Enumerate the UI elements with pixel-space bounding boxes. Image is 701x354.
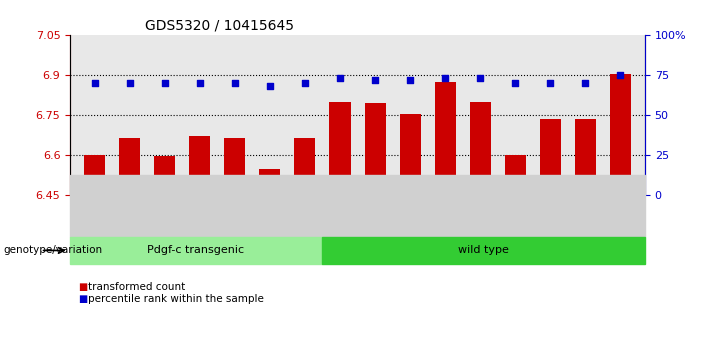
Text: wild type: wild type — [458, 245, 509, 256]
Bar — [470, 102, 491, 195]
Bar — [189, 136, 210, 195]
Bar — [259, 169, 280, 195]
Bar — [329, 102, 350, 195]
Bar — [435, 82, 456, 195]
Text: transformed count: transformed count — [88, 282, 185, 292]
Point — [299, 80, 311, 86]
Point — [334, 75, 346, 81]
Point — [580, 80, 591, 86]
Point — [369, 77, 381, 83]
Text: genotype/variation: genotype/variation — [4, 245, 102, 256]
Bar — [84, 155, 105, 195]
Point — [440, 75, 451, 81]
Point — [510, 80, 521, 86]
Bar — [610, 74, 631, 195]
Text: percentile rank within the sample: percentile rank within the sample — [88, 294, 264, 304]
Bar — [400, 114, 421, 195]
Point — [89, 80, 100, 86]
Point — [159, 80, 170, 86]
Point — [404, 77, 416, 83]
Bar — [294, 138, 315, 195]
Text: ■: ■ — [79, 282, 88, 292]
Text: Pdgf-c transgenic: Pdgf-c transgenic — [147, 245, 245, 256]
Point — [545, 80, 556, 86]
Bar — [575, 119, 596, 195]
Bar — [224, 138, 245, 195]
Bar — [505, 155, 526, 195]
Text: ■: ■ — [79, 294, 88, 304]
Point — [264, 84, 275, 89]
Point — [194, 80, 205, 86]
Point — [475, 75, 486, 81]
Point — [124, 80, 135, 86]
Point — [229, 80, 240, 86]
Bar — [365, 103, 386, 195]
Bar — [119, 138, 140, 195]
Text: GDS5320 / 10415645: GDS5320 / 10415645 — [145, 19, 294, 33]
Bar — [154, 156, 175, 195]
Point — [615, 72, 626, 78]
Bar — [540, 119, 561, 195]
